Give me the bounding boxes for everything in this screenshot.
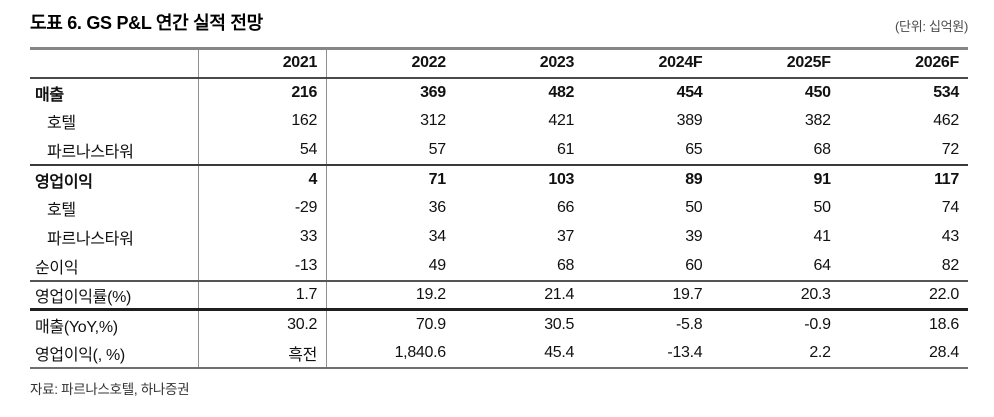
table-row: 파르나스타워 33 34 37 39 41 43 [30,222,968,252]
value-cell: -13 [198,251,328,282]
row-label: 영업이익 [30,164,199,194]
value-cell: 482 [548,83,575,101]
value-cell: 18.6 [929,315,959,333]
year-header-cell: 2025F [711,48,840,79]
value-cell: 450 [804,83,831,101]
value-cell: 421 [548,112,575,129]
value-cell: 50 [685,199,703,216]
row-label: 순이익 [30,251,199,282]
row-label: 영업이익률(%) [30,280,199,311]
value-cell: 41 [813,228,831,245]
table-row: 영업이익률(%) 1.7 19.2 21.4 19.7 20.3 22.0 [30,280,968,311]
value-cell: 64 [711,251,840,282]
row-label: 매출(YoY,%) [30,309,199,339]
value-cell: -0.9 [804,315,831,333]
table-row: 매출(YoY,%) 30.2 70.9 30.5 -5.8 -0.9 18.6 [30,309,968,339]
value-cell: 54 [198,135,328,166]
value-cell: 91 [813,170,831,188]
year-header-cell: 2023 [454,48,584,79]
value-cell: 68 [711,135,840,166]
header-row: 2021 2022 2023 2024F 2025F 2026F [30,48,968,79]
value-cell: 74 [941,199,960,216]
value-cell: 534 [933,83,959,101]
value-cell: 21.4 [454,280,584,311]
value-cell: 454 [676,83,703,101]
value-cell: 34 [428,228,447,245]
value-cell: 369 [420,83,446,101]
row-label: 파르나스타워 [30,135,199,166]
value-cell: 216 [198,77,328,107]
value-cell: 1.7 [198,280,328,311]
table-header: 2021 2022 2023 2024F 2025F 2026F [30,48,968,79]
value-cell: -29 [198,193,328,223]
value-cell: 71 [428,170,447,188]
table-row: 영업이익(, %) 흑전 1,840.6 45.4 -13.4 2.2 28.4 [30,338,968,368]
table-row: 순이익 -13 49 68 60 64 82 [30,251,968,282]
value-cell: 20.3 [711,280,840,311]
figure-header: 도표 6. GS P&L 연간 실적 전망 (단위: 십억원) [30,9,968,35]
value-cell: 60 [583,251,712,282]
value-cell: 36 [428,199,447,216]
pl-forecast-table: 2021 2022 2023 2024F 2025F 2026F 매출 216 369 482 4… [30,47,968,369]
value-cell: -13.4 [667,343,703,361]
table-row: 호텔 162 312 421 389 382 462 [30,106,968,136]
value-cell: 4 [198,164,328,194]
year-header-cell: 2021 [198,48,328,79]
value-cell: 57 [326,135,455,166]
value-cell: -5.8 [676,315,703,333]
source-note: 자료: 파르나스호텔, 하나증권 [30,381,190,397]
value-cell: 162 [198,106,328,136]
value-cell: 2.2 [809,343,831,361]
value-cell: 37 [556,228,575,245]
table-body: 매출 216 369 482 454 450 534 호텔 162 312 421 389 382 462… [30,77,968,368]
value-cell: 61 [454,135,584,166]
value-cell: 19.7 [583,280,712,311]
value-cell: 65 [583,135,712,166]
row-label: 영업이익(, %) [30,338,199,368]
value-cell: 89 [685,170,703,188]
row-label: 매출 [30,77,199,107]
value-cell: 33 [198,222,328,252]
value-cell: 462 [933,112,959,129]
value-cell: 30.2 [198,309,328,339]
value-cell: 1,840.6 [394,343,447,361]
corner-header-cell [30,48,199,79]
value-cell: 49 [326,251,455,282]
value-cell: 389 [676,112,703,129]
table-row: 호텔 -29 36 66 50 50 74 [30,193,968,223]
value-cell: 30.5 [544,315,575,333]
value-cell: 39 [685,228,703,245]
value-cell: 70.9 [415,315,446,333]
value-cell: 382 [804,112,831,129]
table-row: 영업이익 4 71 103 89 91 117 [30,164,968,194]
row-label: 파르나스타워 [30,222,199,252]
report-table-figure: 도표 6. GS P&L 연간 실적 전망 (단위: 십억원) 2021 2022… [30,9,968,397]
value-cell: 66 [556,199,575,216]
year-header-cell: 2024F [583,48,712,79]
row-label: 호텔 [30,193,199,223]
unit-label: (단위: 십억원) [895,19,968,34]
value-cell: 43 [941,228,960,245]
year-header-cell: 2022 [326,48,455,79]
value-cell: 82 [839,251,968,282]
value-cell: 50 [813,199,831,216]
value-cell: 28.4 [929,343,959,361]
value-cell: 22.0 [839,280,968,311]
year-header-cell: 2026F [839,48,968,79]
value-cell: 117 [934,170,959,188]
figure-title: 도표 6. GS P&L 연간 실적 전망 [30,13,263,33]
value-cell: 68 [454,251,584,282]
table-row: 파르나스타워 54 57 61 65 68 72 [30,135,968,166]
value-cell: 45.4 [544,343,575,361]
value-cell: 19.2 [326,280,455,311]
value-cell: 흑전 [198,338,328,368]
value-cell: 103 [548,170,575,188]
table-row: 매출 216 369 482 454 450 534 [30,77,968,107]
value-cell: 312 [420,112,446,129]
value-cell: 72 [839,135,968,166]
row-label: 호텔 [30,106,199,136]
